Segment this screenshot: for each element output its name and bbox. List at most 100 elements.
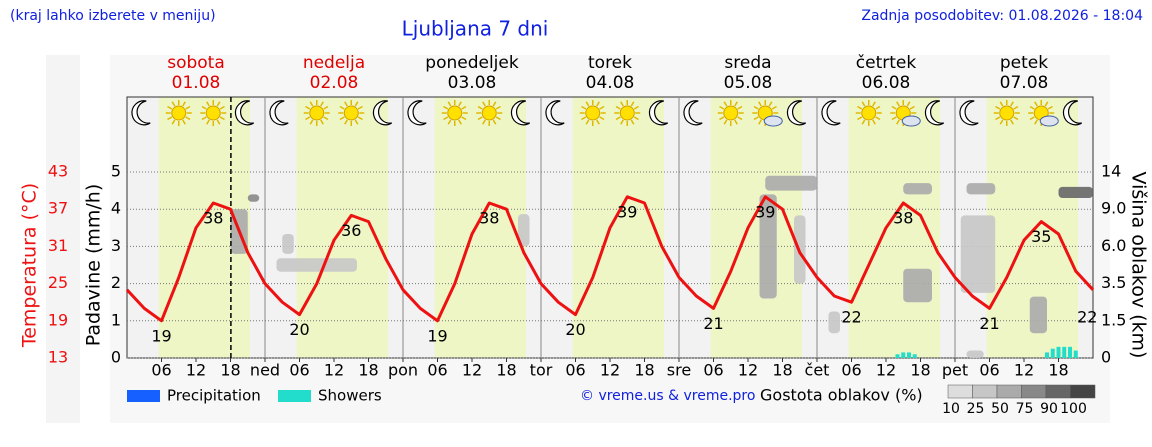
sun-ray [320,119,324,125]
sun-icon [993,100,1020,126]
cloud-icon [763,115,783,127]
left-panel [46,55,80,423]
day-date: 05.08 [724,73,773,93]
y2-axis-label: Višina oblakov (km) [1128,172,1150,359]
sun-ray [758,119,762,125]
moon-icon [234,100,255,126]
temperature-label: 20 [289,320,309,339]
y2-tick-label: 14 [1101,162,1121,181]
note: (kraj lahko izberete v meniju) [10,8,216,24]
y2-tick-label: 0 [1101,348,1111,367]
sun-ray [906,101,911,107]
temperature-label: 38 [479,209,499,228]
moon-icon [269,100,289,126]
y-tick-label: 5 [111,162,121,181]
sun-ray [891,105,897,110]
cloud-block [276,258,357,272]
legend-label: Showers [318,387,382,405]
sun-ray [219,116,225,121]
legend-swatch [278,390,311,402]
sun-ray [1010,101,1014,107]
cloud-block [1029,296,1047,334]
cloud-block [966,183,996,195]
sun-ray [995,105,1001,110]
daylight-band [572,97,665,358]
temperature-label: 22 [1077,308,1097,327]
moon-icon [821,100,841,126]
sun-disc [205,105,221,121]
temperature-label: 19 [427,326,447,345]
cloud-legend-label: 100 [1060,401,1087,417]
moon-icon [959,100,979,126]
sun-ray [630,119,635,125]
sun-ray [585,119,590,125]
sun-ray [458,101,462,107]
day-name: sreda [724,53,771,73]
x-tick-label: sre [667,361,691,380]
legend-label: Precipitation [167,387,261,405]
shower-bar [1056,346,1061,358]
sun-disc [723,105,739,121]
sun-ray [999,101,1004,107]
sun-ray [492,101,497,107]
cloud-block [960,215,996,293]
temperature-line [125,195,1095,323]
sun-ray [896,119,900,125]
x-tick-label: 12 [186,361,206,380]
cloud-legend-box [972,384,998,399]
x-tick-label: 12 [462,361,482,380]
sun-icon [441,100,468,126]
sun-ray [447,101,452,107]
sun-ray [482,119,486,125]
moon-icon [683,100,703,126]
sun-icon [165,100,192,126]
temperature-label: 39 [755,202,775,221]
cloud-legend-box [1045,384,1071,399]
sun-ray [309,101,314,107]
cloud-block [828,311,840,334]
sun-icon [855,100,882,126]
x-tick-label: 12 [324,361,344,380]
moon-icon [131,100,151,126]
sun-ray [896,101,900,107]
day-name: četrtek [856,53,917,73]
temperature-tick-label: 37 [48,199,68,218]
sun-ray [320,101,324,107]
sun-icon [303,100,330,126]
x-tick-label: 06 [427,361,447,380]
x-tick-label: 18 [1048,361,1068,380]
temperature-label: 19 [151,326,171,345]
temperature-axis-label: Temperatura (°C) [19,183,41,348]
sun-ray [185,105,191,110]
y2-tick-label: 9.0 [1101,199,1126,218]
x-tick-label: 06 [703,361,723,380]
cloud-legend-box [1021,384,1047,399]
shower-bar [907,352,911,358]
sun-ray [216,101,221,107]
temperature-tick-label: 19 [48,310,68,329]
sun-icon [717,100,744,126]
sun-ray [581,105,587,110]
moon-icon [510,100,531,126]
x-tick-label: 06 [841,361,861,380]
sun-ray [344,119,348,125]
sun-ray [633,116,639,121]
sun-ray [630,101,635,107]
x-tick-label: pon [388,361,418,380]
sun-ray [495,105,501,110]
sun-ray [443,116,449,121]
sun-ray [861,119,866,125]
x-tick-label: 18 [358,361,378,380]
sun-ray [1029,105,1035,110]
moon-icon [407,100,427,126]
sun-ray [167,116,173,121]
sun-ray [723,119,728,125]
sun-icon [338,100,365,126]
y-tick-label: 2 [111,273,121,292]
cloud-legend-label: 10 [942,401,960,417]
sun-ray [615,105,621,110]
day-date: 06.08 [862,73,911,93]
x-tick-label: 06 [979,361,999,380]
